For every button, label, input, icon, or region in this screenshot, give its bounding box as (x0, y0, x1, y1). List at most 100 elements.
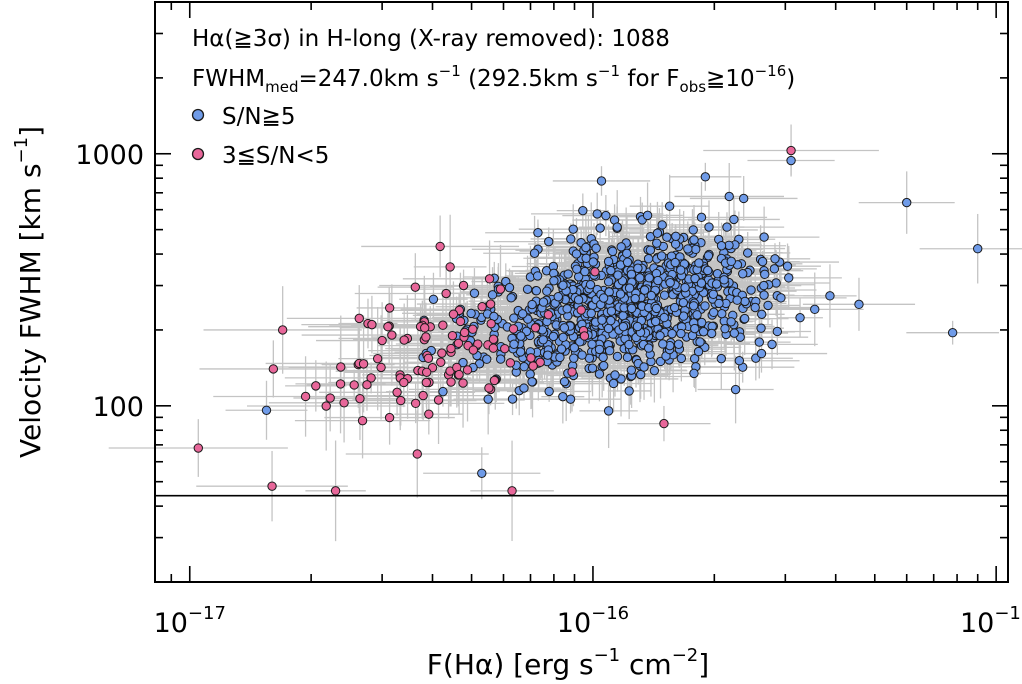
point-sn5 (756, 323, 766, 333)
plot-frame (154, 1, 1009, 583)
point-sn3to5 (399, 335, 409, 345)
point-sn3to5 (435, 241, 445, 252)
legend-marker-sn5 (191, 108, 205, 122)
point-sn5 (688, 301, 699, 311)
point-sn5 (676, 265, 686, 275)
point-sn3to5 (468, 345, 479, 355)
point-sn3to5 (267, 481, 277, 491)
point-sn5 (667, 329, 677, 339)
point-sn5 (558, 391, 568, 402)
point-sn5 (669, 302, 680, 313)
point-sn5 (573, 295, 584, 305)
point-sn5 (683, 244, 693, 254)
point-sn3to5 (418, 390, 428, 401)
y-tick-label-1000: 1000 (75, 140, 144, 171)
point-sn3to5 (387, 330, 397, 340)
point-sn5 (708, 289, 719, 299)
point-sn3to5 (412, 449, 422, 459)
point-sn5 (664, 201, 675, 211)
point-sn3to5 (488, 343, 499, 353)
point-sn3to5 (349, 380, 359, 390)
point-sn5 (544, 236, 554, 247)
point-sn5 (724, 191, 734, 202)
axis-ticks (155, 1, 1008, 583)
point-sn5 (671, 231, 681, 241)
point-sn5 (597, 315, 607, 325)
point-sn5 (696, 212, 707, 223)
point-sn5 (562, 304, 572, 314)
point-sn5 (643, 343, 654, 353)
point-sn5 (825, 291, 835, 301)
point-sn5 (665, 277, 675, 288)
point-sn5 (658, 339, 668, 349)
point-sn5 (676, 328, 686, 339)
point-sn5 (615, 289, 626, 299)
annotation-line-1: Hα(≧3σ) in H-long (X-ray removed): 1088 (192, 26, 670, 52)
point-sn5 (706, 328, 717, 339)
point-sn5 (531, 286, 542, 296)
point-sn5 (700, 172, 711, 182)
point-sn3to5 (446, 377, 456, 387)
point-sn3to5 (453, 338, 464, 348)
point-sn5 (694, 258, 704, 268)
point-sn5 (487, 290, 498, 300)
point-sn5 (591, 243, 601, 253)
point-sn5 (635, 273, 645, 283)
annotation-line-2: FWHMmed=247.0km s−1 (292.5km s−1 for Fob… (192, 62, 795, 96)
point-sn5 (763, 300, 773, 311)
point-sn5 (522, 284, 533, 294)
point-sn5 (533, 228, 543, 238)
point-sn3to5 (423, 353, 434, 363)
point-sn5 (680, 282, 690, 293)
point-sn5 (732, 295, 742, 305)
point-sn5 (760, 269, 770, 280)
point-sn5 (739, 313, 750, 324)
point-sn3to5 (392, 387, 402, 398)
point-sn3to5 (377, 335, 387, 346)
point-sn5 (692, 310, 702, 320)
point-sn5 (643, 254, 654, 264)
point-sn5 (622, 352, 633, 363)
point-sn5 (622, 257, 633, 267)
point-sn5 (569, 353, 579, 363)
point-sn3to5 (421, 367, 432, 377)
point-sn5 (769, 264, 780, 274)
point-sn5 (571, 249, 582, 259)
point-sn5 (594, 369, 605, 379)
point-sn5 (726, 256, 736, 267)
point-sn5 (618, 321, 629, 332)
point-sn5 (639, 285, 650, 295)
point-sn3to5 (507, 486, 517, 496)
point-sn5 (612, 222, 622, 232)
point-sn3to5 (488, 334, 499, 344)
point-sn5 (646, 290, 657, 301)
point-sn5 (466, 308, 476, 319)
point-sn3to5 (438, 320, 448, 330)
point-sn3to5 (339, 398, 349, 408)
point-sn3to5 (477, 301, 487, 312)
point-sn5 (603, 323, 614, 334)
point-sn3to5 (396, 395, 406, 406)
point-sn5 (642, 210, 653, 221)
point-sn5 (483, 394, 493, 404)
point-sn5 (532, 271, 543, 281)
point-sn5 (750, 302, 760, 313)
point-sn3to5 (383, 322, 393, 332)
point-sn3to5 (330, 486, 341, 496)
point-sn5 (555, 352, 565, 363)
point-sn5 (558, 332, 568, 343)
point-sn5 (606, 265, 616, 276)
point-sn5 (559, 323, 570, 333)
point-sn5 (626, 303, 637, 314)
point-sn5 (624, 386, 634, 396)
point-sn5 (652, 238, 662, 248)
point-sn5 (556, 344, 567, 354)
point-sn3to5 (410, 282, 421, 292)
point-sn3to5 (530, 323, 541, 333)
point-sn3to5 (410, 398, 421, 409)
legend-marker-sn3to5 (191, 147, 205, 161)
point-sn5 (495, 354, 506, 364)
point-sn5 (568, 224, 578, 234)
point-sn3to5 (455, 316, 466, 327)
